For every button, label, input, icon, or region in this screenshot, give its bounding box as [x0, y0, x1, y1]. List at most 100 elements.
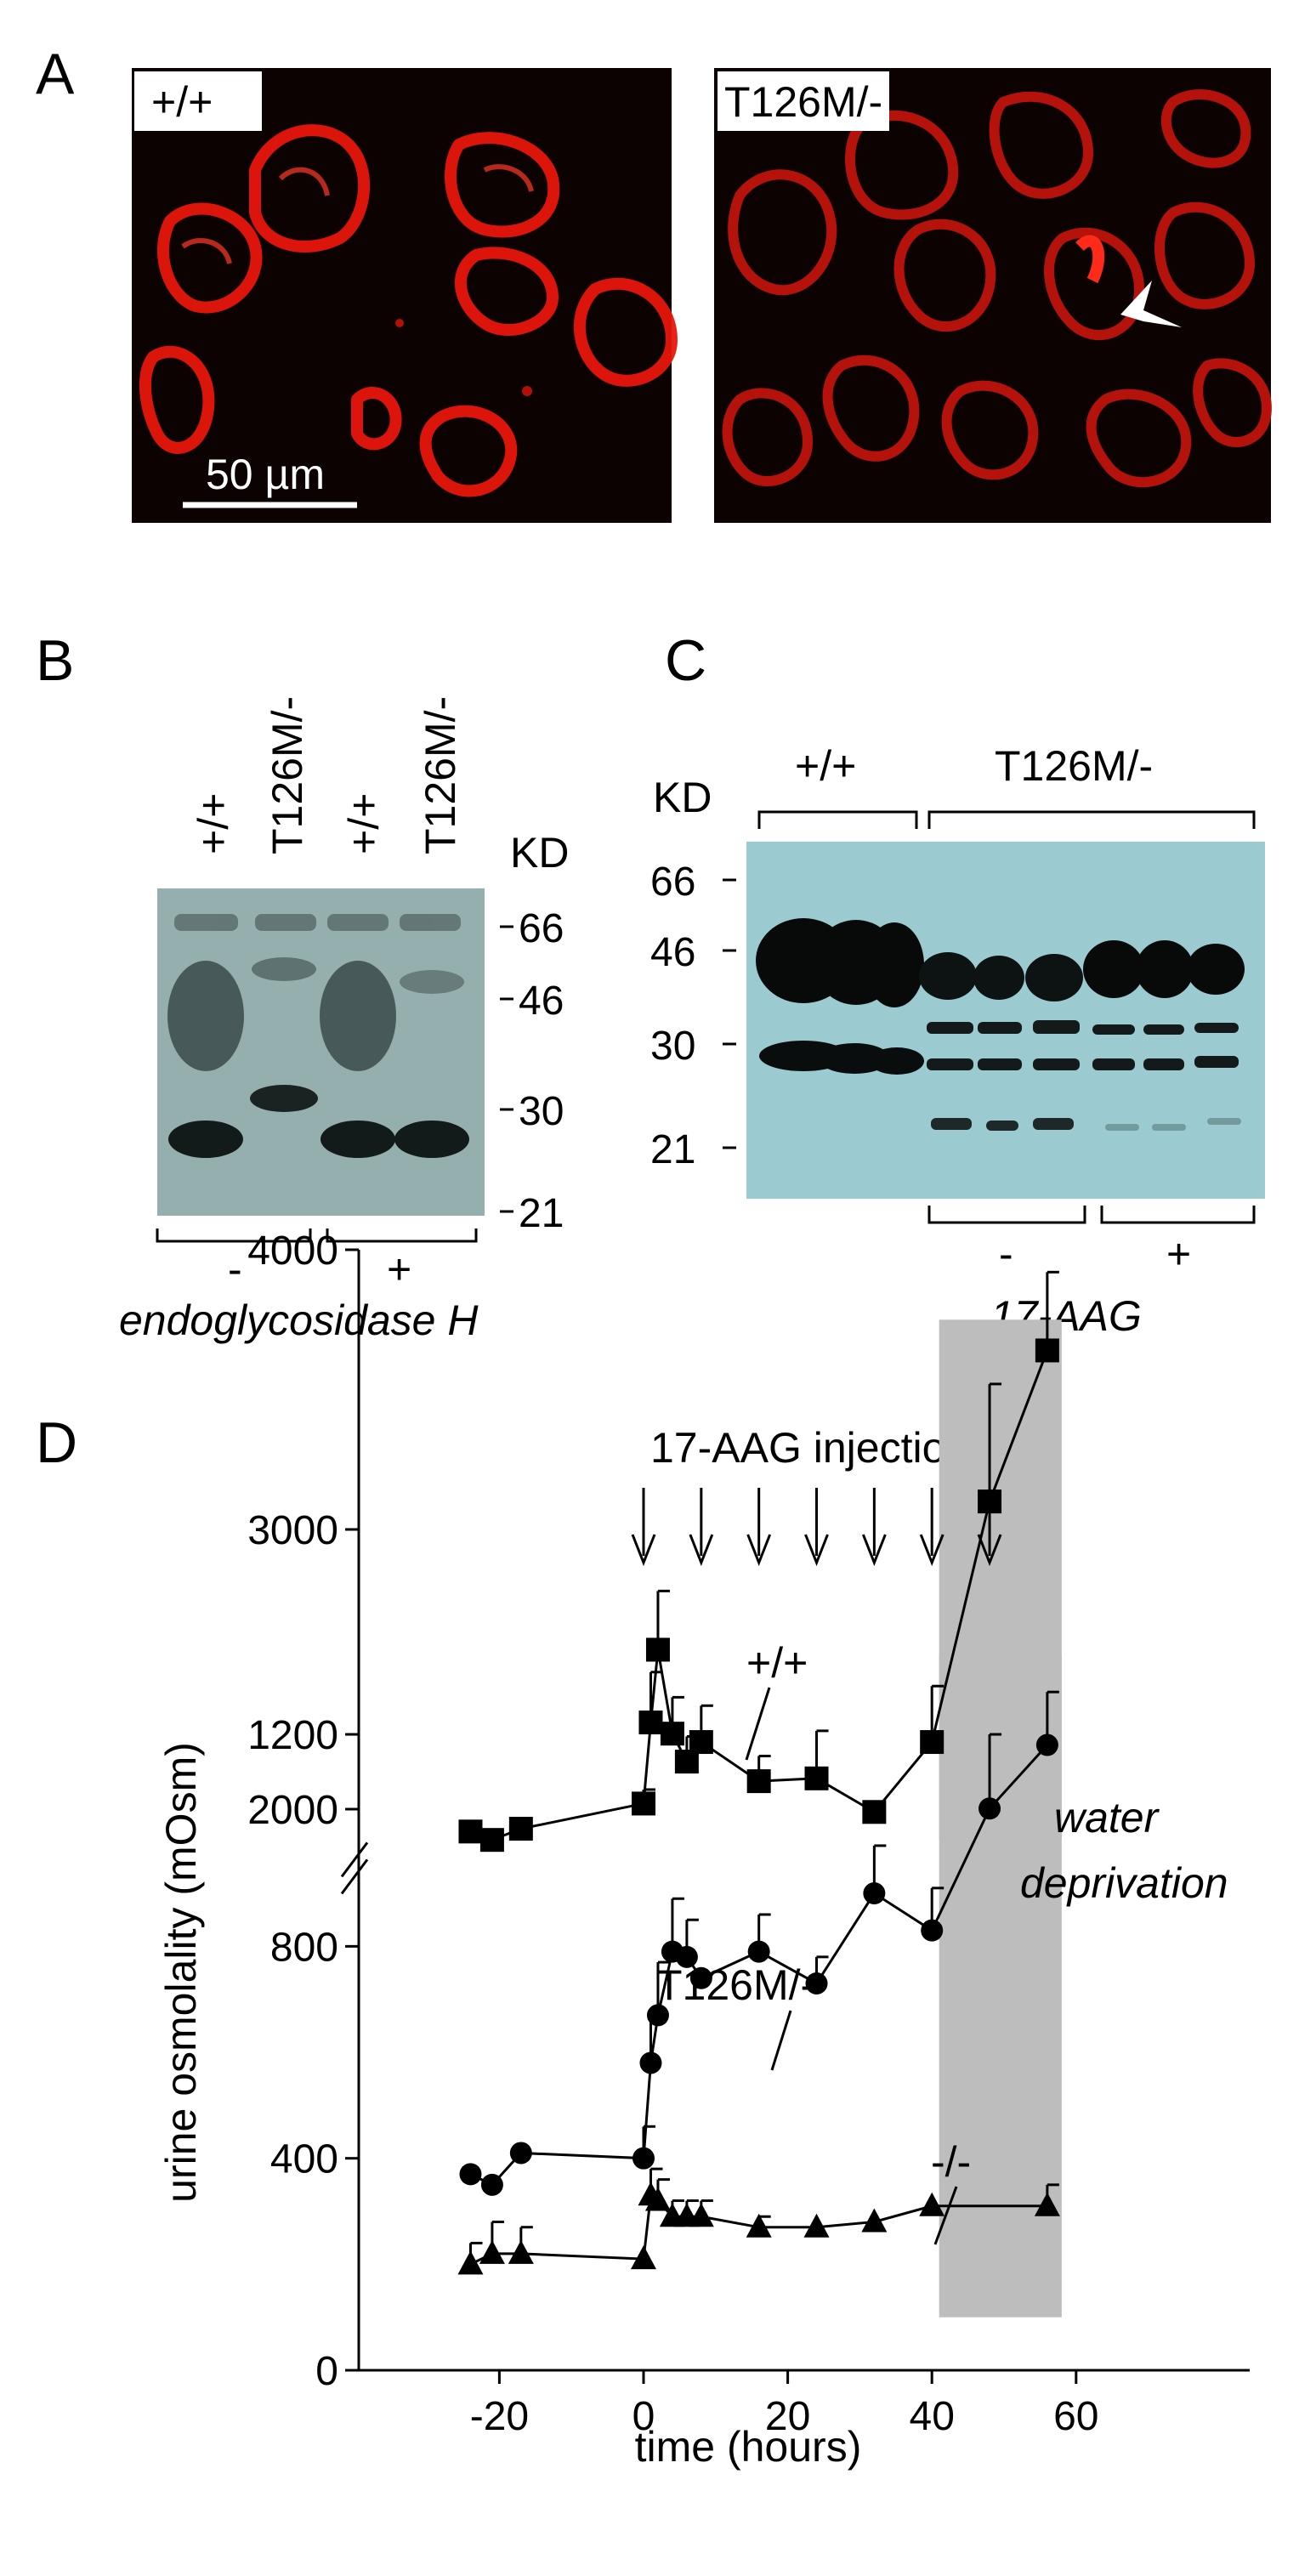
- y-tick-label-0: 0: [315, 2349, 338, 2394]
- data-point-square: [458, 1819, 483, 1844]
- data-point-square: [479, 1828, 504, 1853]
- water-label-1: water: [1054, 1794, 1160, 1841]
- panel-c-kd-title: KD: [653, 774, 712, 821]
- micrograph-wild-type: [132, 68, 678, 523]
- data-point-square: [660, 1722, 684, 1746]
- data-point-triangle: [508, 2239, 534, 2264]
- data-point-square: [1035, 1338, 1059, 1363]
- water-label-2: deprivation: [1020, 1859, 1228, 1907]
- injection-arrowhead-5: [861, 1534, 887, 1567]
- mutant-label-box: [718, 71, 889, 131]
- data-point-square: [746, 1769, 771, 1794]
- micrograph-mutant: [714, 68, 1272, 523]
- panel-b-markers: 66 46 30 21: [500, 906, 564, 1236]
- osmolality-chart: 2000 3000 4000 0 400 800 1200 -20 0 20 40 60: [247, 1228, 1250, 2439]
- data-point-circle: [509, 2142, 532, 2165]
- y-tick-label-3000: 3000: [247, 1508, 338, 1553]
- data-point-triangle: [861, 2208, 888, 2233]
- wt-label: +/+: [151, 78, 213, 126]
- injections-label: 17-AAG injections: [650, 1424, 990, 1472]
- data-point-circle: [805, 1972, 828, 1994]
- data-point-circle: [979, 1797, 1001, 1820]
- data-point-circle: [689, 1966, 712, 1989]
- axis-break-1: [340, 1841, 369, 1878]
- x-tick-label--20: -20: [470, 2394, 529, 2439]
- y-tick-label-2000: 2000: [247, 1788, 338, 1833]
- data-point-square: [920, 1730, 944, 1755]
- data-point-square: [638, 1711, 663, 1735]
- c-group-wt: +/+: [795, 742, 856, 790]
- panel-d-letter: D: [36, 1410, 77, 1475]
- data-point-circle: [632, 2147, 655, 2170]
- series-knockout: [457, 2167, 1060, 2275]
- injection-arrowhead-4: [804, 1534, 829, 1567]
- y-tick-label-1200: 1200: [247, 1713, 338, 1758]
- data-point-circle: [921, 1919, 944, 1942]
- data-point-square: [804, 1766, 829, 1790]
- panel-b-lane-labels: +/+ T126M/- +/+ T126M/-: [190, 696, 464, 854]
- lane-label-4: T126M/-: [417, 696, 464, 854]
- series-wild-type: [458, 1270, 1059, 1853]
- panel-b-brackets: [156, 1228, 478, 1243]
- c-marker-21: 21: [650, 1127, 695, 1172]
- injection-arrowhead-3: [746, 1534, 772, 1567]
- b-treatment-label: endoglycosidase H: [119, 1297, 479, 1344]
- data-point-square: [645, 1637, 670, 1662]
- data-point-triangle: [631, 2245, 656, 2270]
- label-ko: -/-: [931, 2138, 971, 2186]
- panel-c-bottom-brackets: [927, 1206, 1256, 1224]
- data-point-triangle: [803, 2213, 830, 2238]
- data-point-circle: [639, 2051, 662, 2074]
- data-point-circle: [646, 2004, 669, 2027]
- panel-c-top-brackets: [757, 810, 1256, 829]
- panel-b-letter: B: [36, 628, 74, 693]
- injection-arrowhead-7: [977, 1534, 1002, 1567]
- panel-c-markers: 66 46 30 21: [650, 860, 736, 1172]
- data-point-square: [978, 1489, 1002, 1514]
- x-tick-label-20: 20: [765, 2394, 810, 2439]
- lane-label-3: +/+: [340, 793, 388, 854]
- data-point-circle: [480, 2173, 503, 2196]
- arrowhead-icon: [1120, 281, 1182, 327]
- injection-arrowhead-1: [631, 1534, 656, 1567]
- label-wt: +/+: [746, 1639, 808, 1687]
- data-point-circle: [675, 1945, 698, 1968]
- c-plus: +: [1166, 1230, 1191, 1278]
- data-point-triangle: [1034, 2192, 1060, 2216]
- x-tick-label-0: 0: [632, 2394, 655, 2439]
- series-mutant: [459, 1690, 1059, 2196]
- panel-c-letter: C: [665, 628, 706, 693]
- panel-b-kd-title: KD: [510, 829, 569, 877]
- c-marker-46: 46: [650, 930, 695, 975]
- data-point-triangle: [919, 2192, 945, 2216]
- data-point-circle: [459, 2163, 482, 2186]
- lane-label-1: +/+: [190, 793, 237, 854]
- data-point-triangle: [746, 2213, 772, 2238]
- lane-label-2: T126M/-: [264, 696, 311, 854]
- c-minus: -: [999, 1230, 1013, 1278]
- c-marker-30: 30: [650, 1024, 695, 1069]
- b-plus: +: [387, 1245, 411, 1293]
- scale-bar-label: 50 µm: [206, 451, 325, 498]
- data-point-circle: [863, 1882, 886, 1905]
- c-group-mut: T126M/-: [995, 742, 1153, 790]
- data-point-triangle: [457, 2250, 484, 2275]
- y-tick-label-400: 400: [270, 2137, 338, 2182]
- blot-b: [157, 888, 485, 1216]
- y-axis-label: urine osmolality (mOsm): [157, 1742, 205, 2203]
- data-point-triangle: [688, 2203, 714, 2227]
- data-point-square: [862, 1800, 887, 1824]
- b-minus: -: [228, 1245, 242, 1293]
- data-point-triangle: [479, 2239, 505, 2264]
- data-point-square: [508, 1817, 533, 1841]
- data-point-circle: [1035, 1733, 1058, 1756]
- data-point-triangle: [644, 2187, 671, 2211]
- c-marker-66: 66: [650, 860, 695, 905]
- axis-break-2: [340, 1858, 369, 1895]
- blot-c: [746, 842, 1265, 1199]
- x-axis-label: time (hours): [635, 2423, 862, 2471]
- b-marker-66: 66: [519, 906, 564, 951]
- x-tick-label-60: 60: [1053, 2394, 1098, 2439]
- wt-label-box: [134, 71, 262, 131]
